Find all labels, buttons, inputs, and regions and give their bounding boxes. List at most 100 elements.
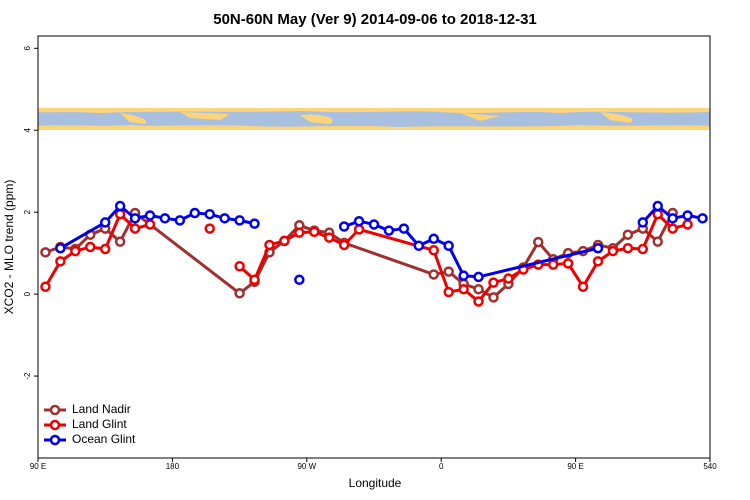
land xyxy=(120,112,633,124)
series-point xyxy=(338,221,350,232)
series-point xyxy=(99,243,111,255)
legend-label: Ocean Glint xyxy=(72,432,136,446)
x-axis-label: Longitude xyxy=(349,476,402,490)
series-point xyxy=(174,215,186,226)
series-point xyxy=(129,213,141,224)
series-point xyxy=(234,215,245,226)
series-line xyxy=(343,219,599,279)
series-point xyxy=(473,296,484,307)
series-point xyxy=(383,225,395,236)
x-tick-label: 90 E xyxy=(30,462,46,471)
series-point xyxy=(428,269,439,280)
series-point xyxy=(114,208,126,220)
series-point xyxy=(652,208,663,220)
series-point xyxy=(622,242,634,254)
x-tick-label: 90 W xyxy=(297,462,316,471)
plot-frame xyxy=(37,35,711,459)
series-point xyxy=(85,241,96,253)
series-point xyxy=(503,273,514,284)
series-point xyxy=(55,256,66,267)
series-point xyxy=(70,245,81,257)
series-point xyxy=(309,226,320,238)
series-point xyxy=(294,274,305,286)
series-point xyxy=(428,245,439,256)
chart-title: 50N-60N May (Ver 9) 2014-09-06 to 2018-1… xyxy=(213,11,537,28)
series-point xyxy=(488,292,499,303)
series-point xyxy=(682,219,693,230)
series-point xyxy=(40,281,51,292)
legend-marker xyxy=(49,419,61,431)
y-axis-label: XCO2 - MLO trend (ppm) xyxy=(2,180,16,315)
series-point xyxy=(607,245,619,257)
legend-label: Land Nadir xyxy=(72,402,131,416)
land xyxy=(38,108,710,113)
series-point xyxy=(159,213,171,224)
series-point xyxy=(622,229,634,240)
land xyxy=(38,125,710,130)
series-point xyxy=(323,232,335,243)
legend-marker xyxy=(49,404,61,416)
series-point xyxy=(697,213,708,224)
series-point xyxy=(114,236,126,247)
series-point xyxy=(473,283,484,295)
series-point xyxy=(144,210,156,221)
series-point xyxy=(667,213,678,224)
series-point xyxy=(443,240,454,252)
series-point xyxy=(219,213,230,224)
series-point xyxy=(682,210,693,221)
series-point xyxy=(204,208,215,220)
y-tick-label: 0 xyxy=(23,291,32,296)
series-point xyxy=(667,223,678,234)
series-point xyxy=(652,236,663,247)
x-tick-label: 90 E xyxy=(567,462,583,471)
series-point xyxy=(368,219,380,230)
series-point xyxy=(144,219,156,230)
y-tick-label: 4 xyxy=(23,127,32,132)
series-point xyxy=(55,242,66,254)
series-point xyxy=(592,242,604,254)
series-point xyxy=(294,227,305,238)
series-point xyxy=(547,259,559,270)
y-tick-label: 6 xyxy=(23,46,32,51)
series-point xyxy=(652,200,663,212)
series-point xyxy=(40,247,51,258)
series-point xyxy=(114,200,126,212)
series-point xyxy=(353,224,365,235)
series-point xyxy=(129,223,141,234)
y-tick-label: 2 xyxy=(23,209,32,214)
series-point xyxy=(443,286,454,298)
series-point xyxy=(562,258,574,269)
series-point xyxy=(279,235,290,247)
series-point xyxy=(428,233,439,245)
series-point xyxy=(577,281,589,292)
map-band xyxy=(38,108,710,130)
y-tick-label: -2 xyxy=(23,372,32,380)
series-point xyxy=(637,217,649,228)
series-point xyxy=(443,266,454,277)
series-point xyxy=(488,277,499,288)
x-tick-label: 0 xyxy=(439,462,444,471)
series-point xyxy=(204,223,215,234)
series-point xyxy=(234,261,245,272)
series-point xyxy=(398,223,410,234)
x-tick-label: 540 xyxy=(703,462,717,471)
series-point xyxy=(353,215,365,227)
legend-label: Land Glint xyxy=(72,417,127,431)
series-point xyxy=(99,217,111,228)
series-point xyxy=(338,239,350,251)
series-point xyxy=(249,218,260,229)
series-point xyxy=(592,256,604,267)
series-point xyxy=(234,288,245,299)
series-point xyxy=(189,207,201,219)
series-point xyxy=(458,270,469,281)
series-point xyxy=(249,274,260,286)
series-point xyxy=(413,240,425,252)
series-point xyxy=(637,243,649,255)
legend-marker xyxy=(49,434,61,446)
series-point xyxy=(533,236,544,248)
series-point xyxy=(458,283,469,295)
series-point xyxy=(264,239,275,251)
x-tick-label: 180 xyxy=(166,462,180,471)
series-point xyxy=(473,271,484,283)
